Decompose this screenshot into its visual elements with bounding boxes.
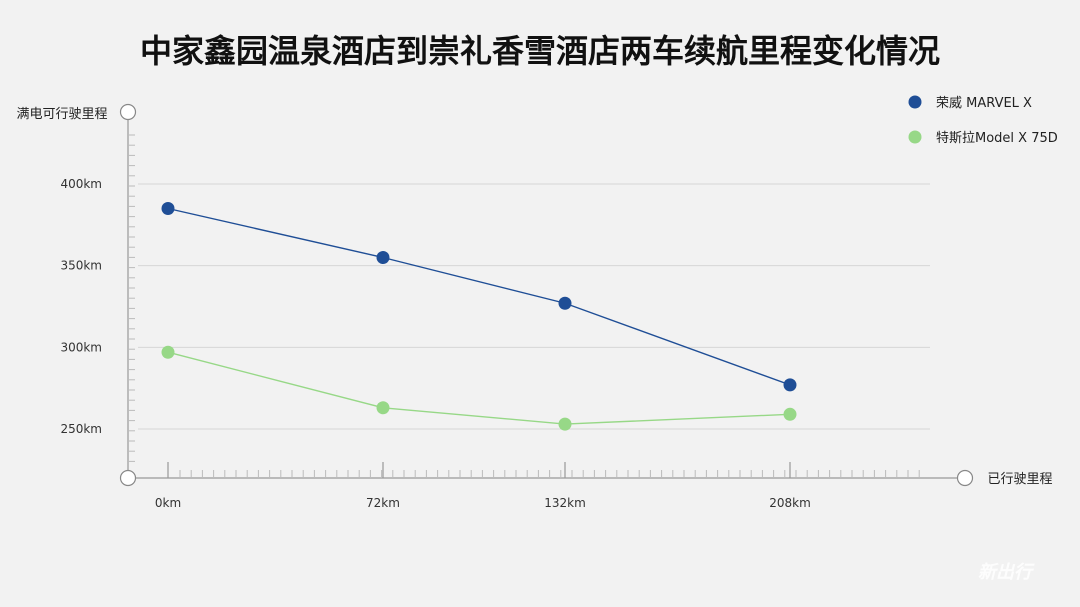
data-point-1-3: [783, 407, 797, 421]
legend-label-0: 荣威 MARVEL X: [936, 96, 1032, 111]
x-tick-label: 208km: [769, 496, 811, 510]
data-point-0-1: [376, 251, 390, 264]
x-tick-label: 0km: [155, 496, 181, 510]
data-point-1-2: [558, 417, 572, 431]
y-axis-end-circle: [119, 103, 137, 121]
y-tick-label: 350km: [60, 259, 102, 273]
legend-marker-0: [908, 95, 922, 109]
y-tick-label: 300km: [60, 340, 102, 354]
x-axis-title: 已行驶里程: [987, 472, 1052, 487]
chart-title: 中家鑫园温泉酒店到崇礼香雪酒店两车续航里程变化情况: [140, 32, 940, 70]
series-line-0: [167, 207, 791, 386]
ticks: 250km 300km 350km 400km 0km 72km 132km 208km: [60, 134, 920, 510]
x-tick-label: 132km: [544, 496, 586, 510]
series-layer: [161, 202, 797, 431]
legend: 荣威 MARVEL X 特斯拉Model X 75D: [908, 95, 1058, 146]
x-axis-end-circle: [956, 469, 974, 487]
data-point-1-1: [376, 401, 390, 415]
legend-label-1: 特斯拉Model X 75D: [936, 131, 1058, 146]
legend-marker-1: [908, 130, 922, 144]
data-point-0-2: [558, 296, 572, 310]
origin-circle: [119, 469, 137, 487]
y-tick-label: 400km: [60, 177, 102, 191]
x-tick-label: 72km: [366, 496, 400, 510]
watermark-logo: 新出行: [978, 562, 1035, 583]
y-axis-title: 满电可行驶里程: [16, 107, 107, 122]
y-tick-label: 250km: [60, 422, 102, 436]
gridlines: [138, 183, 930, 430]
series-line-1: [167, 351, 791, 425]
data-point-1-0: [161, 345, 175, 359]
axes: [119, 103, 974, 487]
data-point-0-3: [783, 378, 797, 392]
data-point-0-0: [161, 202, 175, 215]
